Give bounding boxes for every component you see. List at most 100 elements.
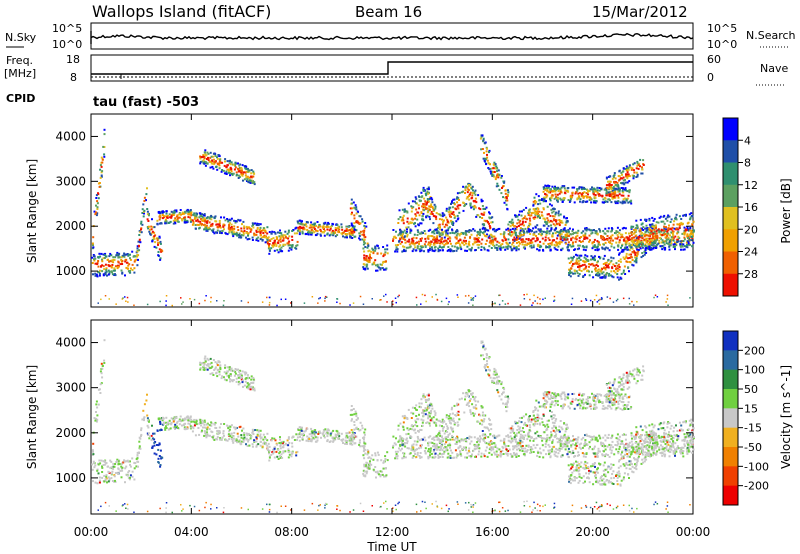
power-cell bbox=[279, 237, 282, 240]
power-cell bbox=[159, 242, 162, 245]
velocity-cell bbox=[238, 426, 241, 429]
power-cell bbox=[230, 226, 233, 228]
power-cell bbox=[290, 302, 292, 304]
power-cell bbox=[465, 197, 468, 200]
power-cell bbox=[438, 225, 441, 228]
power-cell bbox=[495, 243, 498, 246]
power-cell bbox=[624, 168, 627, 170]
velocity-cell bbox=[146, 432, 149, 435]
velocity-cell bbox=[98, 479, 101, 482]
power-cell bbox=[596, 248, 599, 251]
power-cell bbox=[595, 200, 598, 202]
velocity-cell bbox=[266, 447, 269, 450]
power-cell bbox=[199, 215, 202, 217]
power-cell bbox=[428, 197, 431, 200]
power-cell bbox=[376, 265, 379, 268]
power-cell bbox=[350, 222, 353, 225]
velocity-cell bbox=[264, 437, 267, 440]
velocity-cell bbox=[230, 424, 233, 427]
power-cell bbox=[146, 303, 149, 306]
velocity-cell bbox=[212, 437, 215, 440]
power-cell bbox=[103, 128, 106, 131]
power-cell bbox=[677, 235, 680, 238]
power-cell bbox=[287, 229, 290, 232]
power-cell bbox=[271, 244, 274, 247]
power-cell bbox=[101, 270, 104, 273]
power-cell bbox=[138, 238, 141, 241]
power-cell bbox=[612, 176, 615, 179]
power-cell bbox=[677, 228, 680, 231]
power-cell bbox=[426, 214, 429, 217]
power-cell bbox=[111, 273, 114, 276]
power-cell bbox=[204, 224, 207, 227]
power-cell bbox=[279, 240, 282, 243]
power-cell bbox=[229, 226, 232, 229]
velocity-cell bbox=[255, 440, 258, 443]
power-cell bbox=[584, 254, 587, 257]
power-cell bbox=[323, 223, 326, 225]
power-cell bbox=[458, 191, 461, 194]
power-cell bbox=[644, 244, 647, 247]
power-cell bbox=[302, 226, 305, 229]
power-cell bbox=[231, 233, 234, 236]
velocity-cell bbox=[205, 433, 207, 436]
power-cell bbox=[571, 297, 574, 300]
power-cell bbox=[505, 203, 508, 206]
velocity-cell bbox=[210, 424, 213, 427]
power-cell bbox=[169, 216, 172, 219]
power-cell bbox=[432, 238, 434, 241]
power-cell bbox=[224, 158, 227, 161]
power-cell bbox=[450, 201, 453, 204]
power-cell bbox=[678, 222, 681, 225]
power-cell bbox=[571, 236, 574, 239]
power-cell bbox=[449, 237, 452, 240]
velocity-cell bbox=[133, 478, 136, 481]
power-cell bbox=[585, 265, 588, 268]
power-cell bbox=[639, 165, 641, 168]
power-cell bbox=[605, 266, 608, 269]
power-cell bbox=[637, 164, 640, 166]
power-cell bbox=[259, 226, 262, 229]
power-cell bbox=[490, 247, 493, 249]
power-cell bbox=[495, 246, 498, 249]
power-cell bbox=[634, 242, 637, 245]
velocity-cell bbox=[114, 463, 117, 465]
power-cell bbox=[523, 231, 526, 234]
power-cell bbox=[583, 236, 586, 239]
power-cell bbox=[601, 247, 604, 250]
velocity-cell bbox=[193, 424, 196, 427]
power-cell bbox=[526, 230, 529, 233]
velocity-cell bbox=[279, 455, 282, 458]
power-cell bbox=[222, 225, 225, 228]
power-cell bbox=[416, 304, 418, 306]
power-cell bbox=[362, 303, 365, 305]
power-cell bbox=[576, 234, 579, 237]
power-cell bbox=[495, 165, 498, 168]
power-cell bbox=[107, 273, 110, 276]
power-cell bbox=[414, 246, 417, 249]
velocity-cell bbox=[167, 428, 170, 431]
power-cell bbox=[149, 233, 152, 236]
power-cell bbox=[396, 248, 399, 251]
power-cell bbox=[636, 240, 639, 243]
power-cell bbox=[667, 242, 670, 245]
power-cell bbox=[113, 269, 116, 272]
noise-trace bbox=[90, 31, 694, 44]
power-cell bbox=[683, 245, 686, 248]
power-cell bbox=[311, 229, 314, 232]
velocity-cell bbox=[110, 466, 113, 469]
power-cell bbox=[298, 231, 301, 234]
power-cell bbox=[237, 234, 240, 236]
power-cell bbox=[252, 175, 255, 178]
power-cell bbox=[521, 217, 524, 220]
power-cell bbox=[498, 303, 501, 306]
power-cell bbox=[223, 216, 226, 219]
power-cell bbox=[640, 236, 643, 239]
power-cell bbox=[151, 230, 154, 233]
velocity-cell bbox=[101, 471, 104, 473]
power-cell bbox=[609, 261, 612, 264]
power-cell bbox=[560, 186, 563, 189]
power-cell bbox=[574, 237, 577, 240]
power-cell bbox=[602, 263, 605, 265]
power-cell bbox=[362, 267, 365, 270]
